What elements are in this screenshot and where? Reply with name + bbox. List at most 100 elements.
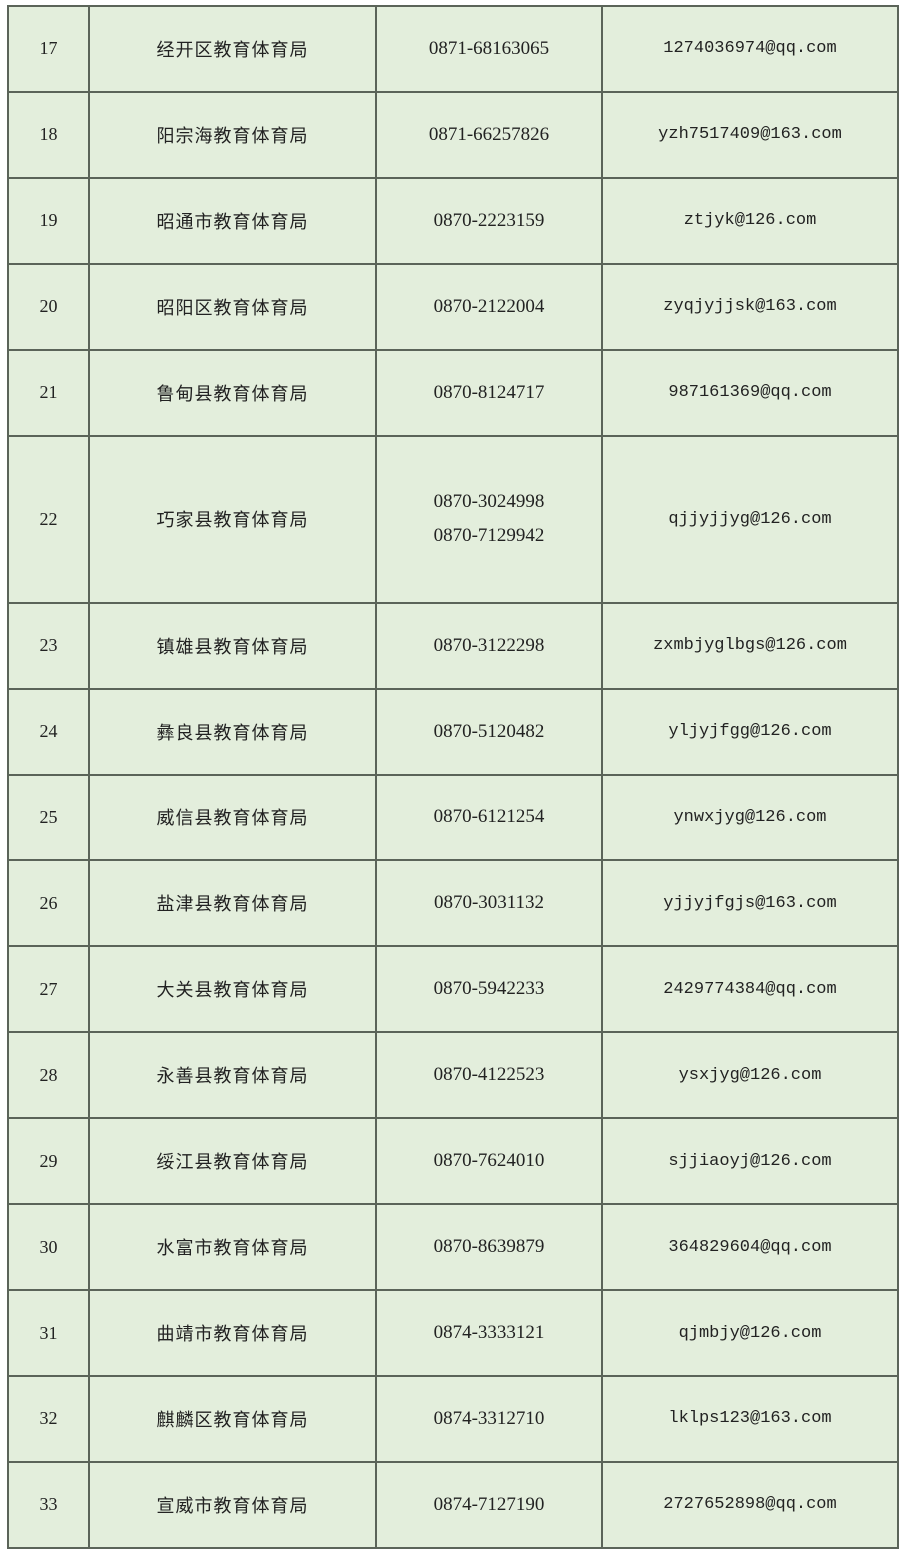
table-row: 28 永善县教育体育局 0870-4122523 ysxjyg@126.com [7,1031,899,1120]
row-number: 18 [7,90,90,179]
phone-cell: 0870-4122523 [375,1031,603,1120]
email-address: zyqjyjjsk@163.com [601,262,899,351]
contact-table: 17 经开区教育体育局 0871-68163065 1274036974@qq.com… [7,5,899,1550]
phone-number: 0870-5120482 [433,720,545,742]
phone-number: 0874-3312710 [433,1407,545,1429]
row-number: 27 [7,945,90,1034]
phone-number: 0870-7129942 [433,525,545,547]
bureau-name: 鲁甸县教育体育局 [88,348,377,437]
row-number: 21 [7,348,90,437]
table-row: 31 曲靖市教育体育局 0874-3333121 qjmbjy@126.com [7,1289,899,1377]
phone-number: 0874-7127190 [433,1493,545,1515]
phone-cell: 0871-68163065 [375,5,603,93]
row-number: 33 [7,1460,90,1550]
bureau-name: 麒麟区教育体育局 [88,1374,377,1463]
email-address: yjjyjfgjs@163.com [601,859,899,948]
email-address: yljyjfgg@126.com [601,687,899,776]
email-address: 2727652898@qq.com [601,1460,899,1550]
row-number: 30 [7,1203,90,1292]
email-address: qjjyjjyg@126.com [601,434,899,604]
row-number: 17 [7,5,90,93]
table-row: 23 镇雄县教育体育局 0870-3122298 zxmbjyglbgs@126.co… [7,601,899,690]
bureau-name: 巧家县教育体育局 [88,434,377,604]
email-address: zxmbjyglbgs@126.com [601,601,899,690]
email-address: sjjiaoyj@126.com [601,1117,899,1206]
email-address: 1274036974@qq.com [601,5,899,93]
phone-number: 0870-6121254 [433,806,545,828]
bureau-name: 昭阳区教育体育局 [88,262,377,351]
bureau-name: 威信县教育体育局 [88,773,377,862]
phone-number: 0870-8639879 [433,1236,545,1258]
bureau-name: 永善县教育体育局 [88,1031,377,1120]
phone-cell: 0870-7624010 [375,1117,603,1206]
email-address: qjmbjy@126.com [601,1289,899,1377]
phone-cell: 0874-3333121 [375,1289,603,1377]
table-row: 29 绥江县教育体育局 0870-7624010 sjjiaoyj@126.com [7,1117,899,1206]
email-address: yzh7517409@163.com [601,90,899,179]
email-address: 2429774384@qq.com [601,945,899,1034]
row-number: 25 [7,773,90,862]
row-number: 26 [7,859,90,948]
phone-number: 0870-2223159 [433,209,545,231]
bureau-name: 镇雄县教育体育局 [88,601,377,690]
row-number: 24 [7,687,90,776]
table-row: 17 经开区教育体育局 0871-68163065 1274036974@qq.com [7,5,899,93]
phone-number: 0870-3031132 [433,892,545,914]
table-row: 19 昭通市教育体育局 0870-2223159 ztjyk@126.com [7,176,899,265]
email-address: 364829604@qq.com [601,1203,899,1292]
table-row: 20 昭阳区教育体育局 0870-2122004 zyqjyjjsk@163.com [7,262,899,351]
phone-cell: 0870-8639879 [375,1203,603,1292]
phone-cell: 0870-2223159 [375,176,603,265]
table-row: 21 鲁甸县教育体育局 0870-8124717 987161369@qq.com [7,348,899,437]
email-address: ysxjyg@126.com [601,1031,899,1120]
table-row: 24 彝良县教育体育局 0870-5120482 yljyjfgg@126.com [7,687,899,776]
bureau-name: 宣威市教育体育局 [88,1460,377,1550]
bureau-name: 经开区教育体育局 [88,5,377,93]
phone-number: 0870-8124717 [433,381,545,403]
phone-number: 0870-5942233 [433,978,545,1000]
email-address: lklps123@163.com [601,1374,899,1463]
phone-cell: 0870-3031132 [375,859,603,948]
phone-cell: 0870-2122004 [375,262,603,351]
phone-cell: 0870-3024998 0870-7129942 [375,434,603,604]
bureau-name: 昭通市教育体育局 [88,176,377,265]
phone-number: 0870-2122004 [433,295,545,317]
table-row: 27 大关县教育体育局 0870-5942233 2429774384@qq.com [7,945,899,1034]
phone-number: 0874-3333121 [433,1322,545,1344]
row-number: 29 [7,1117,90,1206]
email-address: ztjyk@126.com [601,176,899,265]
table-row: 33 宣威市教育体育局 0874-7127190 2727652898@qq.com [7,1460,899,1550]
email-address: ynwxjyg@126.com [601,773,899,862]
table-row: 26 盐津县教育体育局 0870-3031132 yjjyjfgjs@163.com [7,859,899,948]
table-row: 30 水富市教育体育局 0870-8639879 364829604@qq.com [7,1203,899,1292]
bureau-name: 水富市教育体育局 [88,1203,377,1292]
row-number: 31 [7,1289,90,1377]
phone-cell: 0870-5120482 [375,687,603,776]
phone-cell: 0871-66257826 [375,90,603,179]
bureau-name: 阳宗海教育体育局 [88,90,377,179]
email-address: 987161369@qq.com [601,348,899,437]
phone-number: 0871-66257826 [428,123,550,145]
contact-table-body: 17 经开区教育体育局 0871-68163065 1274036974@qq.com… [7,5,899,1550]
phone-cell: 0870-5942233 [375,945,603,1034]
table-row: 32 麒麟区教育体育局 0874-3312710 lklps123@163.com [7,1374,899,1463]
row-number: 32 [7,1374,90,1463]
row-number: 19 [7,176,90,265]
row-number: 28 [7,1031,90,1120]
table-row: 18 阳宗海教育体育局 0871-66257826 yzh7517409@163.co… [7,90,899,179]
table-row: 25 威信县教育体育局 0870-6121254 ynwxjyg@126.com [7,773,899,862]
phone-number: 0870-4122523 [433,1064,545,1086]
bureau-name: 曲靖市教育体育局 [88,1289,377,1377]
row-number: 22 [7,434,90,604]
phone-number: 0870-3122298 [433,634,545,656]
row-number: 23 [7,601,90,690]
bureau-name: 绥江县教育体育局 [88,1117,377,1206]
table-row: 22 巧家县教育体育局 0870-3024998 0870-7129942 qjjyjj… [7,434,899,604]
phone-number: 0871-68163065 [428,37,550,59]
phone-cell: 0874-3312710 [375,1374,603,1463]
row-number: 20 [7,262,90,351]
bureau-name: 大关县教育体育局 [88,945,377,1034]
phone-cell: 0874-7127190 [375,1460,603,1550]
phone-cell: 0870-8124717 [375,348,603,437]
phone-cell: 0870-6121254 [375,773,603,862]
